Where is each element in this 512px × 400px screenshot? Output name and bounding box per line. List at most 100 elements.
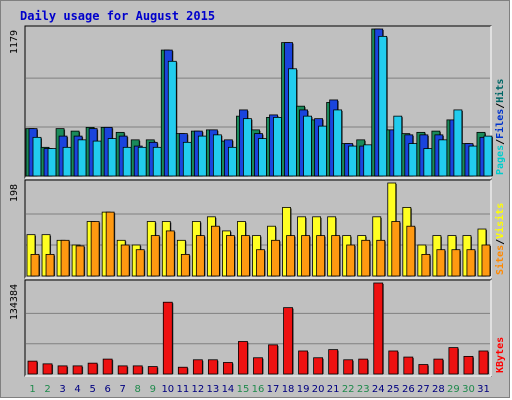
x-tick-day-10: 10	[161, 384, 174, 395]
x-tick-day-5: 5	[89, 384, 95, 395]
bar-kbytes-day-25	[388, 350, 399, 375]
bar-pages-day-27	[423, 148, 433, 177]
bar-pages-day-10	[167, 60, 177, 177]
x-tick-day-11: 11	[176, 384, 189, 395]
bar-kbytes-day-5	[87, 362, 98, 375]
bar-sites-day-25	[391, 221, 401, 277]
x-tick-day-3: 3	[59, 384, 65, 395]
legend-separator: /	[495, 239, 506, 245]
x-tick-day-1: 1	[29, 384, 35, 395]
bar-pages-day-18	[288, 68, 297, 177]
bar-pages-day-6	[107, 138, 117, 177]
x-tick-day-30: 30	[462, 384, 475, 395]
x-tick-day-20: 20	[312, 384, 325, 395]
bar-kbytes-day-21	[328, 349, 339, 375]
bar-pages-day-14	[228, 146, 237, 177]
bar-sites-day-17	[271, 239, 280, 277]
bar-kbytes-day-10	[162, 301, 173, 375]
x-tick-day-14: 14	[222, 384, 235, 395]
bar-kbytes-day-31	[478, 350, 489, 375]
bar-sites-day-3	[60, 239, 70, 277]
bar-sites-day-6	[105, 211, 115, 277]
bar-sites-day-23	[361, 239, 371, 277]
bar-kbytes-day-13	[207, 359, 218, 375]
bar-kbytes-day-27	[418, 364, 429, 375]
x-tick-day-6: 6	[104, 384, 110, 395]
bar-kbytes-day-23	[358, 358, 369, 375]
bar-sites-day-9	[150, 235, 160, 277]
bar-kbytes-day-20	[313, 357, 324, 375]
bar-pages-day-11	[182, 141, 192, 177]
bar-sites-day-22	[346, 244, 356, 277]
x-tick-day-29: 29	[447, 384, 460, 395]
bar-pages-day-26	[408, 143, 418, 177]
x-tick-day-8: 8	[135, 384, 141, 395]
bar-kbytes-day-1	[27, 360, 38, 375]
bar-sites-day-24	[376, 239, 386, 277]
bar-sites-day-27	[421, 253, 431, 277]
x-tick-day-18: 18	[282, 384, 295, 395]
bar-kbytes-day-2	[42, 363, 53, 375]
bar-kbytes-day-16	[253, 357, 263, 375]
bar-pages-day-24	[378, 35, 388, 177]
y-max-label-kbytes: 134384	[9, 284, 20, 320]
bar-sites-day-19	[301, 235, 310, 277]
bar-pages-day-9	[152, 146, 162, 177]
x-tick-day-21: 21	[327, 384, 340, 395]
bar-kbytes-day-14	[223, 362, 233, 375]
x-tick-day-7: 7	[120, 384, 126, 395]
bar-kbytes-day-3	[57, 365, 68, 375]
bar-pages-day-16	[258, 138, 267, 177]
x-tick-day-2: 2	[44, 384, 50, 395]
bar-kbytes-day-28	[433, 358, 444, 375]
bar-kbytes-day-30	[463, 355, 474, 375]
bar-pages-day-1	[32, 136, 42, 177]
y-max-label-hits-files-pages: 1179	[9, 30, 20, 54]
bar-sites-day-20	[316, 235, 326, 277]
x-tick-day-24: 24	[372, 384, 385, 395]
legend-entry-kbytes: KBytes	[495, 337, 506, 373]
bar-kbytes-day-11	[177, 366, 188, 375]
bar-sites-day-14	[226, 235, 235, 277]
bar-pages-day-3	[62, 146, 72, 177]
bar-kbytes-day-29	[448, 347, 459, 375]
legend-separator: /	[495, 139, 506, 145]
x-tick-day-4: 4	[74, 384, 80, 395]
bar-kbytes-day-19	[298, 350, 308, 375]
x-tick-day-16: 16	[252, 384, 265, 395]
bar-pages-day-12	[197, 135, 207, 177]
bar-sites-day-18	[286, 235, 295, 277]
bar-sites-day-21	[331, 235, 341, 277]
bar-pages-day-19	[303, 115, 312, 177]
x-tick-day-13: 13	[207, 384, 220, 395]
bar-pages-day-15	[243, 118, 252, 177]
x-tick-day-23: 23	[357, 384, 370, 395]
bar-kbytes-day-17	[268, 344, 278, 375]
bar-kbytes-day-22	[343, 359, 354, 375]
x-tick-day-26: 26	[402, 384, 415, 395]
bar-sites-day-2	[45, 253, 55, 277]
bar-kbytes-day-15	[238, 341, 248, 375]
x-tick-day-22: 22	[342, 384, 355, 395]
bar-kbytes-day-8	[132, 365, 143, 375]
x-tick-day-31: 31	[477, 384, 490, 395]
bar-pages-day-22	[348, 145, 358, 177]
bar-kbytes-day-26	[403, 356, 414, 375]
bar-pages-day-13	[212, 134, 222, 177]
bar-sites-day-30	[466, 249, 476, 277]
x-tick-day-12: 12	[192, 384, 205, 395]
bar-pages-day-20	[318, 125, 328, 177]
bar-pages-day-8	[137, 146, 147, 177]
bar-sites-day-10	[165, 230, 175, 277]
bar-pages-day-17	[273, 116, 282, 177]
legend-entry-pages: Pages	[495, 145, 506, 175]
bar-pages-day-28	[438, 139, 448, 177]
bar-sites-day-13	[210, 225, 220, 277]
legend-entry-sites: Sites	[494, 245, 506, 275]
bar-kbytes-day-24	[373, 282, 384, 375]
bar-sites-day-7	[120, 244, 130, 277]
chart-title: Daily usage for August 2015	[20, 9, 215, 23]
bar-pages-day-23	[363, 144, 373, 177]
bar-pages-day-30	[468, 145, 478, 177]
